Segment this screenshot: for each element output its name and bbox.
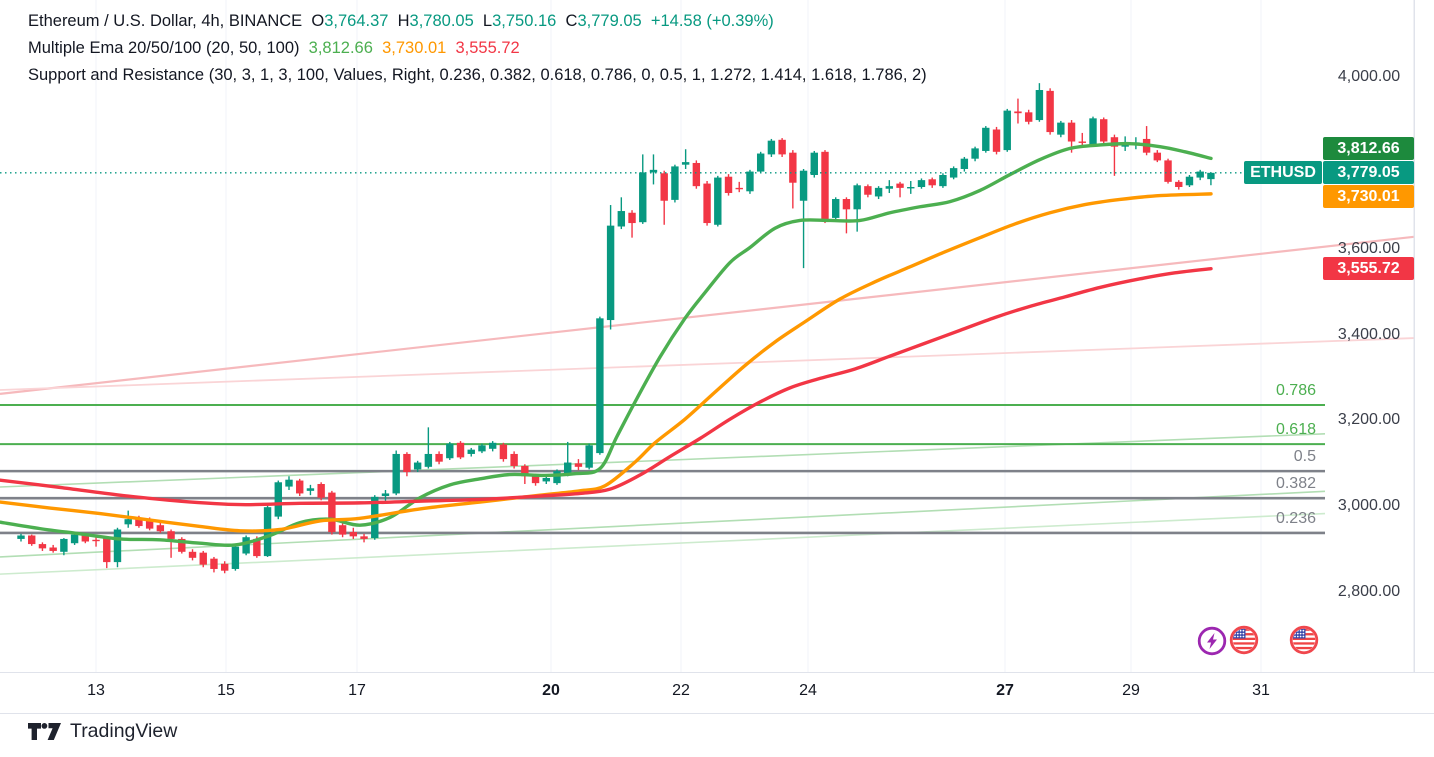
ema-lines [0,141,1213,548]
price-axis-label: 3,200.00 [1337,411,1401,429]
legend-text [373,39,382,57]
price-label-355572: 3,555.72 [1323,257,1414,281]
tradingview-mark-icon [28,722,61,740]
fib-level-label: 0.382 [1275,475,1316,493]
time-axis-label: 29 [1122,682,1140,699]
price-label-381266: 3,812.66 [1323,137,1414,161]
candles [17,83,1215,574]
fib-level-label: 0.5 [1293,448,1316,466]
legend-text: C [556,12,578,30]
legend-text: 3,555.72 [455,39,520,57]
legend-support-resistance[interactable]: Support and Resistance (30, 3, 1, 3, 100… [28,65,927,86]
price-axis[interactable] [1414,0,1434,672]
us-flag-icon-2 [1290,626,1318,654]
legend-text: +14.58 (+0.39%) [641,12,774,30]
legend-text: 3,764.37 [324,12,389,30]
lightning-icon [1197,626,1227,656]
time-axis-label: 27 [996,682,1014,699]
price-axis-label: 3,400.00 [1337,325,1401,343]
fib-level-label: 0.236 [1275,509,1316,527]
legend-text: Ethereum / U.S. Dollar, 4h, BINANCE [28,12,312,30]
price-axis-label: 2,800.00 [1337,583,1401,600]
symbol-icons [1197,620,1340,672]
legend-text: O [311,12,325,30]
legend-text: H [388,12,410,30]
legend-text: Multiple Ema 20/50/100 (20, 50, 100) [28,39,309,57]
legend-text: 3,780.05 [409,12,474,30]
legend-text: 3,750.16 [492,12,557,30]
tradingview-logo[interactable]: TradingView [28,720,177,743]
legend-text: 3,730.01 [382,39,447,57]
price-label-377905: 3,779.05 [1323,161,1414,185]
symbol-tag: ETHUSD [1244,161,1322,185]
legend-text: 3,812.66 [308,39,373,57]
time-axis[interactable] [0,672,1434,714]
fib-level-label: 0.786 [1275,382,1316,400]
legend-text: L [473,12,493,30]
legend-text: Support and Resistance (30, 3, 1, 3, 100… [28,66,927,84]
price-axis-label: 4,000.00 [1337,68,1401,85]
legend-text: 3,779.05 [577,12,642,30]
us-flag-icon [1230,626,1258,654]
time-axis-label: 31 [1252,682,1270,699]
legend-symbol-ohlc[interactable]: Ethereum / U.S. Dollar, 4h, BINANCE O3,7… [28,11,774,32]
price-axis-label: 3,000.00 [1337,497,1401,515]
time-axis-label: 13 [87,682,105,699]
gridlines [95,0,1262,676]
tradingview-wordmark: TradingView [70,720,178,742]
time-axis-label: 24 [799,682,817,699]
fib-levels [0,404,1325,535]
legend-multiple-ema[interactable]: Multiple Ema 20/50/100 (20, 50, 100) 3,8… [28,38,520,59]
fib-level-label: 0.618 [1275,421,1316,439]
time-axis-label: 17 [348,682,366,699]
time-axis-label: 15 [217,682,235,699]
price-label-373001: 3,730.01 [1323,185,1414,209]
price-axis-label: 3,600.00 [1337,239,1401,257]
time-axis-label: 22 [672,682,690,699]
time-axis-label: 20 [542,682,560,699]
